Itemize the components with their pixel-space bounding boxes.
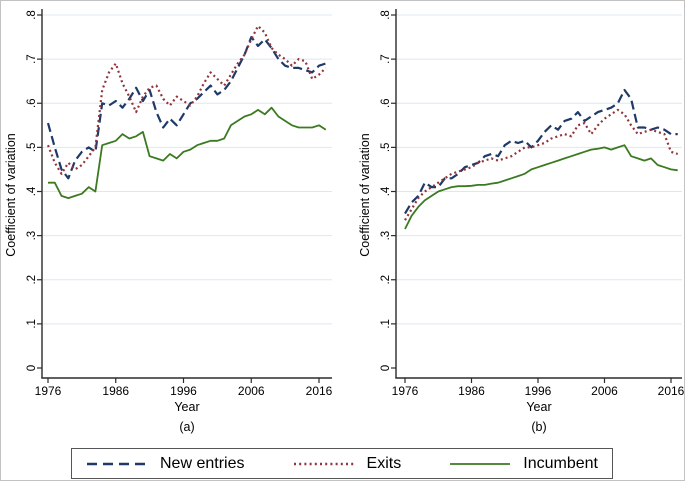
y-tick-label: .3 [380,231,392,241]
x-tick-label: 2016 [306,384,333,398]
y-tick-label: .4 [26,186,38,196]
panel-a-y-axis-title-text: Coefficient of variation [4,133,18,257]
series-line-incumbent [48,106,327,200]
panel-b: 0 .1 .2 .3 .4 .5 .6 .7 .8 1976 1986 1996 2006 2016 [380,9,685,398]
panel-b-y-axis-title-text: Coefficient of variation [358,133,372,257]
solid-line-sample-icon [449,460,511,468]
y-tick-label: .3 [26,231,38,241]
x-tick-label: 1986 [102,384,129,398]
y-tick-label: .2 [26,275,38,285]
legend-label-exits: Exits [366,454,402,472]
series-line-exits [46,24,327,175]
x-tick-label: 1996 [170,384,197,398]
legend-item-incumbent: Incumbent [449,455,598,473]
legend: New entries Exits Incumbent [71,448,613,479]
y-tick-label: 0 [380,365,392,371]
y-tick-label: .8 [26,10,38,20]
y-tick-label: .2 [380,275,392,285]
panel-a: 0 .1 .2 .3 .4 .5 .6 .7 .8 1976 1986 1996 2006 2016 [26,9,333,398]
dual-panel-line-chart: 0 .1 .2 .3 .4 .5 .6 .7 .8 1976 1986 1996 2006 2016 0 .1… [26,9,685,398]
dashed-line-sample-icon [86,460,148,468]
x-tick-label: 1976 [392,384,419,398]
legend-item-exits: Exits [293,454,402,473]
panel-a-caption: (a) [179,420,195,434]
panel-b-caption: (b) [531,420,547,434]
y-tick-label: .1 [380,319,392,329]
y-tick-label: .8 [380,10,392,20]
series-line-new_entries [46,35,327,180]
panel-b-x-axis-title: Year [526,400,552,414]
x-tick-label: 1976 [35,384,62,398]
x-tick-label: 2016 [658,384,685,398]
x-tick-label: 2006 [591,384,618,398]
legend-item-new-entries: New entries [86,455,244,473]
series-line-incumbent [404,144,678,230]
y-tick-label: .7 [26,54,38,64]
x-tick-label: 1986 [458,384,485,398]
x-tick-label: 2006 [238,384,265,398]
y-tick-label: .6 [26,98,38,108]
y-tick-label: 0 [26,365,38,371]
y-tick-label: .6 [380,98,392,108]
y-tick-label: .5 [26,143,38,153]
panel-a-x-axis-title: Year [174,400,200,414]
y-tick-label: .4 [380,186,392,196]
x-tick-label: 1996 [525,384,552,398]
y-tick-label: .5 [380,143,392,153]
y-tick-label: .7 [380,54,392,64]
series-line-exits [404,108,679,221]
y-tick-label: .1 [26,319,38,329]
series-line-new_entries [404,88,678,215]
legend-label-new-entries: New entries [160,454,245,472]
legend-label-incumbent: Incumbent [523,454,598,472]
dotted-line-sample-icon [293,460,355,468]
